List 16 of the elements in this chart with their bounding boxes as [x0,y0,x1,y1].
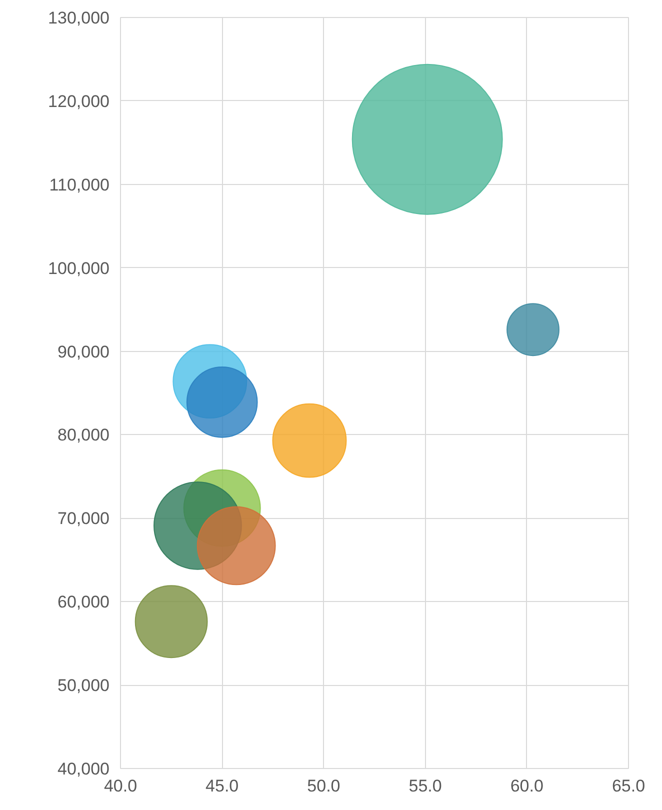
y-tick-label: 90,000 [58,342,110,362]
y-tick-label: 110,000 [49,175,110,194]
x-tick-label: 50.0 [307,776,340,796]
y-tick-label: 60,000 [58,592,110,612]
x-tick-label: 45.0 [206,776,239,796]
y-tick-label: 120,000 [48,92,110,111]
y-tick-label: 130,000 [48,8,110,28]
x-tick-label: 65.0 [612,776,646,796]
y-tick-label: 80,000 [58,426,110,445]
x-tick-label: 40.0 [104,776,138,796]
y-tick-label: 100,000 [48,258,110,278]
x-tick-label: 60.0 [510,776,544,796]
y-tick-label: 70,000 [58,509,110,528]
y-tick-label: 40,000 [58,760,110,778]
x-tick-label: 55.0 [408,776,442,796]
y-tick-label: 50,000 [58,676,110,696]
